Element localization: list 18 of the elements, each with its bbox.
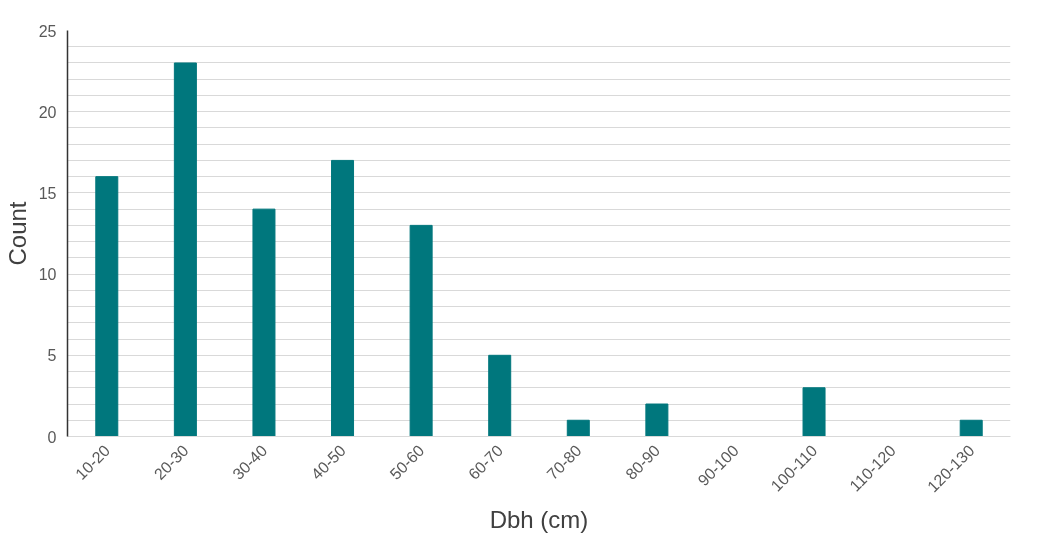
bar bbox=[802, 387, 826, 437]
bar bbox=[409, 224, 433, 437]
bar bbox=[488, 354, 512, 437]
y-tick-label: 20 bbox=[38, 103, 57, 121]
y-tick-label: 15 bbox=[38, 184, 57, 202]
bar bbox=[252, 208, 276, 437]
bar bbox=[566, 419, 590, 437]
y-axis-title: Count bbox=[3, 201, 31, 266]
y-tick-label: 5 bbox=[47, 347, 57, 365]
bar bbox=[959, 419, 983, 437]
y-tick-label: 25 bbox=[38, 22, 57, 40]
bar bbox=[645, 403, 669, 437]
bar bbox=[331, 159, 355, 437]
y-tick-label: 10 bbox=[38, 266, 57, 284]
bar bbox=[95, 176, 119, 437]
y-tick-label: 0 bbox=[47, 428, 57, 446]
x-axis-title: Dbh (cm) bbox=[489, 505, 589, 533]
bar bbox=[173, 62, 197, 437]
